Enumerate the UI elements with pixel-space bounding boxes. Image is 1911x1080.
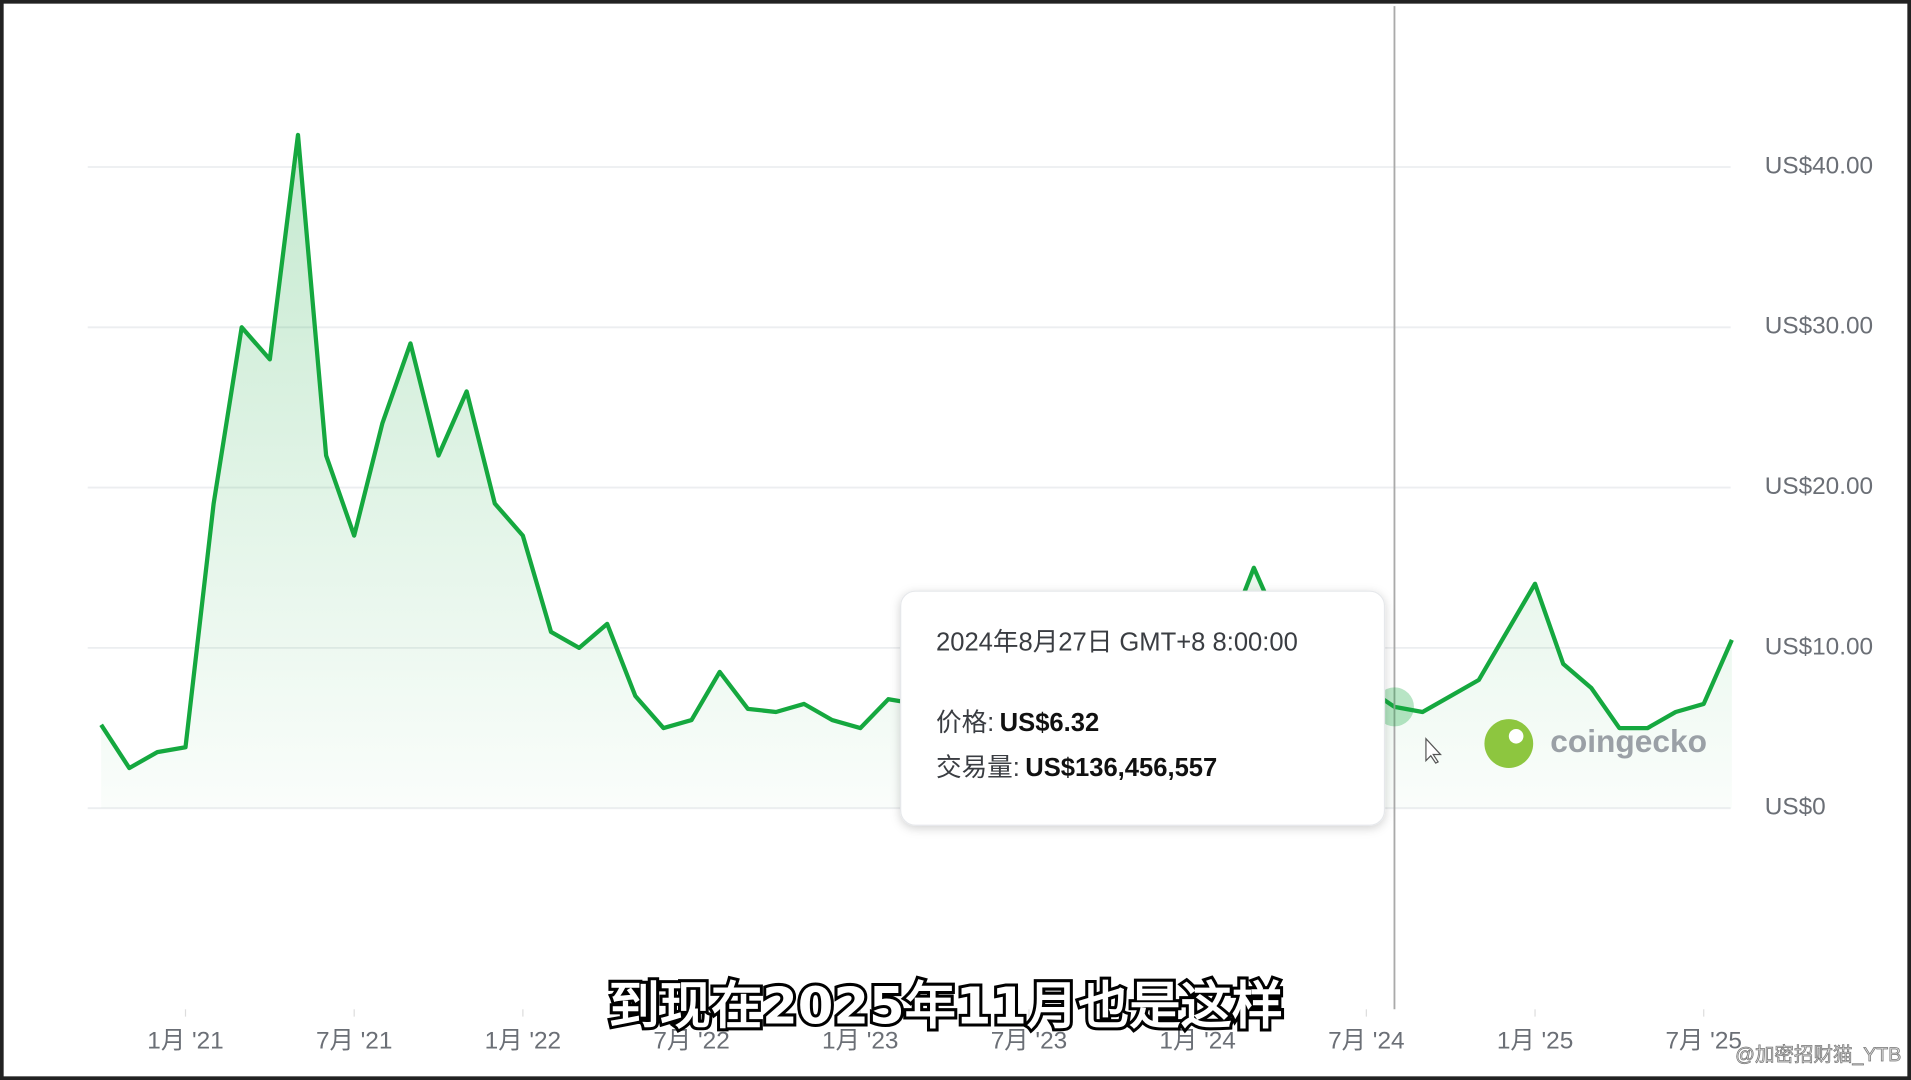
tooltip-price: 价格: US$6.32 xyxy=(936,708,1099,737)
watermark: @加密招财猫_YTB xyxy=(1735,1044,1901,1066)
x-tick-label: 7月 '25 xyxy=(1666,1028,1742,1055)
x-tick-label: 1月 '25 xyxy=(1497,1028,1573,1055)
cursor xyxy=(1425,737,1442,764)
logo-text: coingecko xyxy=(1550,723,1707,759)
y-tick-label: US$40.00 xyxy=(1765,152,1873,179)
x-tick-label: 7月 '22 xyxy=(653,1028,729,1055)
logo-eye xyxy=(1508,728,1524,744)
area xyxy=(101,134,1732,809)
tooltip-volume: 交易量: US$136,456,557 xyxy=(936,753,1217,782)
logo-icon xyxy=(1484,719,1534,768)
tooltip: 2024年8月27日 GMT+8 8:00:00 价格: US$6.32 交易量… xyxy=(900,590,1386,826)
y-tick-label: US$10.00 xyxy=(1765,633,1873,660)
logo: coingecko xyxy=(1484,719,1707,768)
y-tick-label: US$20.00 xyxy=(1765,473,1873,500)
x-tick-label: 1月 '23 xyxy=(822,1028,898,1055)
volume-label: 交易量: xyxy=(936,753,1020,782)
y-tick-label: US$30.00 xyxy=(1765,313,1873,340)
x-tick-label: 1月 '22 xyxy=(485,1028,561,1055)
x-tick-label: 7月 '21 xyxy=(316,1028,392,1055)
x-tick-label: 1月 '21 xyxy=(147,1028,223,1055)
price-value: US$6.32 xyxy=(1000,709,1100,737)
subtitle: 到现在2025年11月也是这样 xyxy=(609,976,1283,1036)
x-tick-label: 7月 '24 xyxy=(1328,1028,1404,1055)
price-label: 价格: xyxy=(936,708,994,737)
y-tick-label: US$0 xyxy=(1765,794,1826,821)
tooltip-box xyxy=(900,590,1386,826)
x-tick-label: 7月 '23 xyxy=(991,1028,1067,1055)
tooltip-date: 2024年8月27日 GMT+8 8:00:00 xyxy=(936,627,1298,656)
volume-value: US$136,456,557 xyxy=(1025,754,1217,782)
x-tick-label: 1月 '24 xyxy=(1159,1028,1235,1055)
